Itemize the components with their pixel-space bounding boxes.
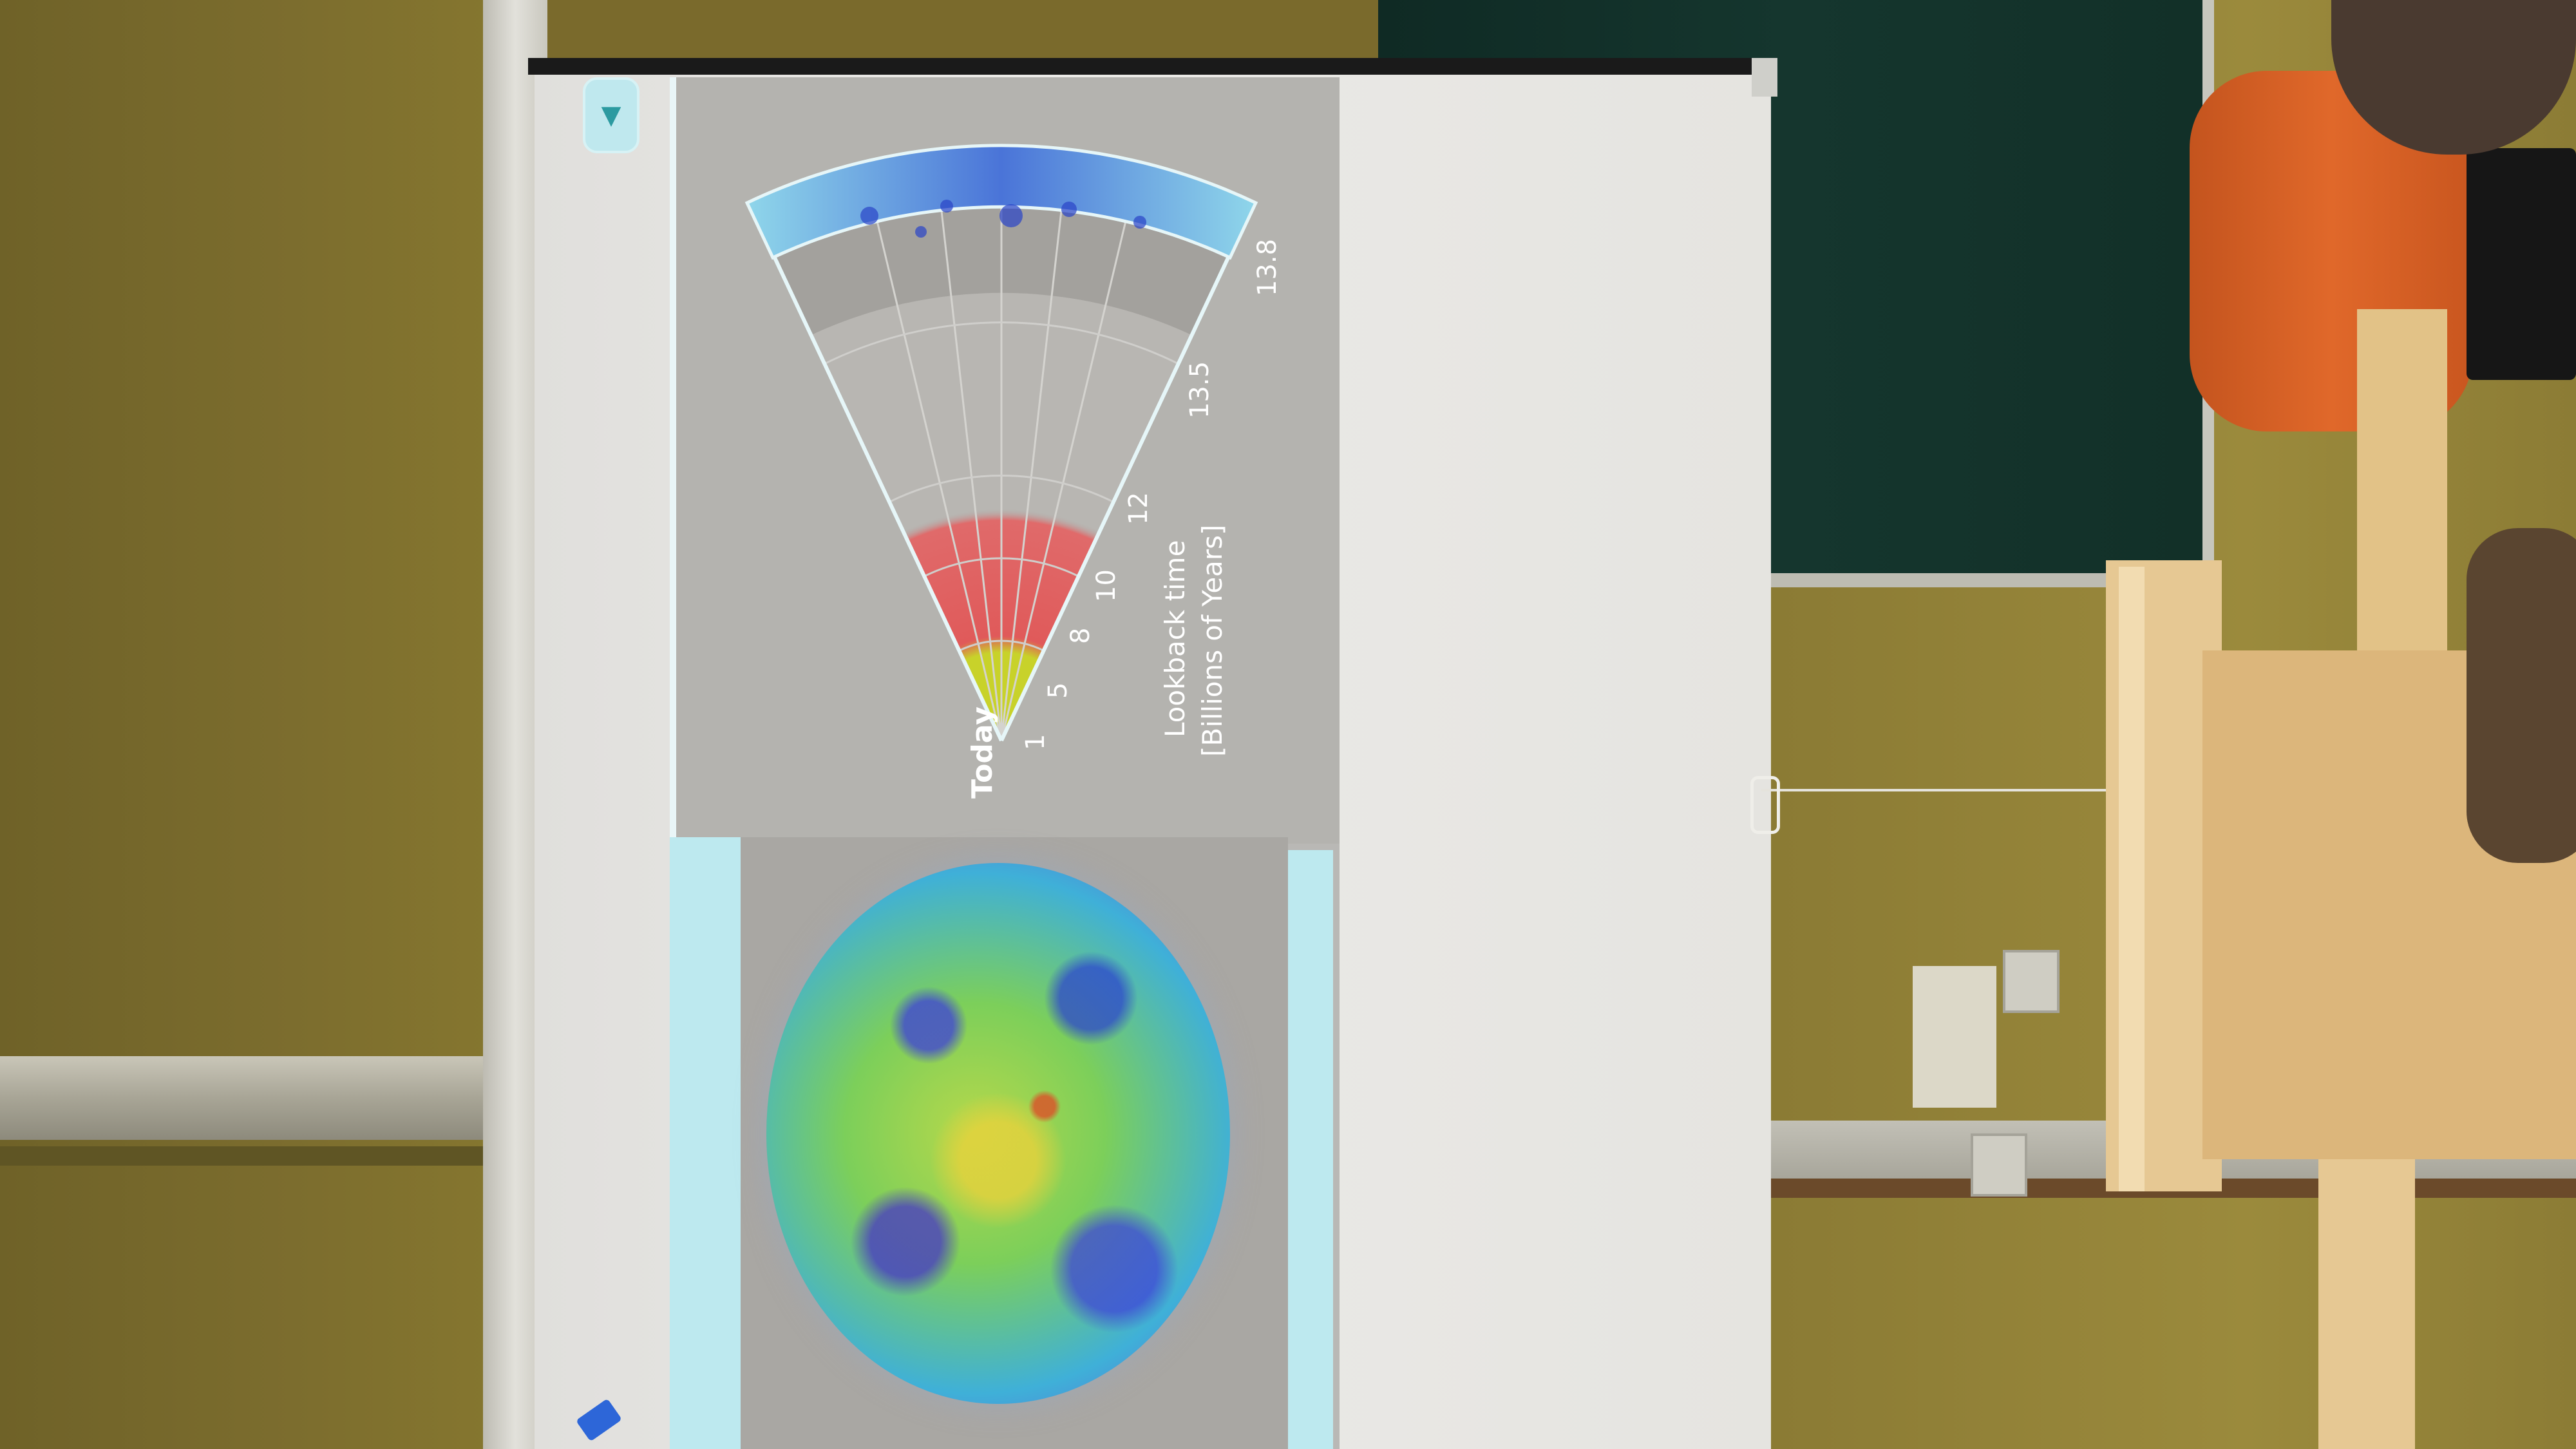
screen-pull-cord (1761, 789, 2122, 791)
slide-side-bar (1288, 850, 1333, 1449)
tick-label-10: 10 (1092, 569, 1121, 602)
fan-gridlines (875, 196, 1128, 741)
tick-label-8: 8 (1066, 627, 1095, 644)
left-wall (0, 0, 489, 1449)
wall-rail-shadow (0, 1146, 489, 1166)
computer-monitor (2467, 148, 2576, 380)
today-label: Today (966, 706, 999, 799)
pull-cord-ring (1750, 776, 1780, 834)
cmb-sky-sphere-image (766, 863, 1230, 1404)
screen-top-edge (528, 58, 1765, 75)
axis-title-line2: [Billions of Years] (1197, 524, 1228, 757)
cmb-band (744, 144, 1258, 260)
tick-label-1: 1 (1021, 734, 1050, 750)
wall-switch (2003, 950, 2060, 1013)
desk-panel (2318, 1159, 2415, 1449)
slide-border (670, 77, 676, 1449)
wall-outlet (1971, 1133, 2027, 1197)
lookback-fan-diagram (744, 144, 1258, 742)
slide-side-bar (670, 837, 741, 1449)
wooden-shelf (2357, 309, 2447, 670)
fan-outline (752, 211, 1251, 742)
screen-corner (1752, 58, 1777, 97)
axis-title-line1: Lookback time (1159, 540, 1191, 737)
wall-notice (1913, 966, 1996, 1108)
cmb-band-spots (860, 200, 1146, 238)
wall-rail (0, 1056, 489, 1140)
lectern-edge (2119, 567, 2145, 1191)
tick-label-13-5: 13.5 (1185, 361, 1215, 419)
tick-label-12: 12 (1124, 492, 1153, 525)
tick-label-13-8: 13.8 (1253, 238, 1282, 296)
tick-label-5: 5 (1043, 682, 1073, 699)
triangle-down-icon[interactable]: ▼ (583, 77, 639, 153)
fan-arcs (824, 321, 1179, 652)
person-head (2467, 528, 2576, 863)
